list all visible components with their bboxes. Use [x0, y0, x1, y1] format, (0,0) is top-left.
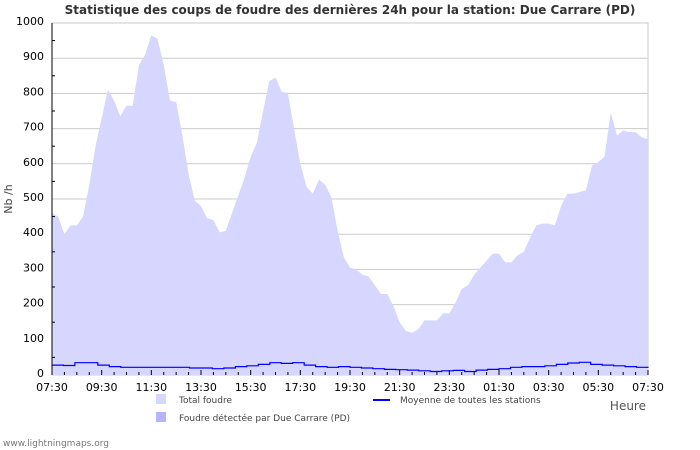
y-tick-label: 500	[23, 191, 44, 204]
x-tick-label: 07:30	[632, 381, 664, 394]
y-tick-label: 900	[23, 50, 44, 63]
series-average-line	[52, 361, 649, 373]
legend-total: Total foudre	[178, 396, 232, 406]
legend-average: Moyenne de toutes les stations	[400, 396, 541, 406]
footer-link[interactable]: www.lightningmaps.org	[3, 439, 109, 449]
x-tick-label: 21:30	[384, 381, 416, 394]
x-axis-label: Heure	[610, 399, 646, 413]
y-tick-label: 300	[23, 261, 44, 274]
y-tick-label: 800	[23, 85, 44, 98]
y-tick-label: 600	[23, 156, 44, 169]
y-tick-label: 400	[23, 226, 44, 239]
y-axis-label: Nb /h	[2, 184, 15, 213]
y-tick-label: 200	[23, 297, 44, 310]
x-tick-label: 17:30	[284, 381, 316, 394]
legend-station: Foudre détectée par Due Carrare (PD)	[179, 413, 350, 424]
legend-swatch-average	[373, 399, 390, 401]
x-tick-label: 09:30	[86, 381, 118, 394]
x-tick-label: 07:30	[36, 381, 68, 394]
legend-swatch-total	[156, 394, 166, 404]
x-tick-label: 19:30	[334, 381, 366, 394]
x-tick-label: 03:30	[533, 381, 565, 394]
x-tick-label: 23:30	[433, 381, 465, 394]
y-tick-label: 1000	[16, 15, 44, 28]
y-tick-label: 700	[23, 121, 44, 134]
x-tick-label: 05:30	[582, 381, 614, 394]
legend-swatch-station	[156, 412, 166, 422]
x-tick-label: 01:30	[483, 381, 515, 394]
y-tick-label: 100	[23, 332, 44, 345]
series-total-area	[52, 35, 648, 376]
x-tick-label: 15:30	[235, 381, 267, 394]
x-tick-label: 11:30	[135, 381, 167, 394]
x-tick-label: 13:30	[185, 381, 217, 394]
chart-title: Statistique des coups de foudre des dern…	[65, 3, 636, 17]
y-tick-label: 0	[37, 367, 44, 380]
